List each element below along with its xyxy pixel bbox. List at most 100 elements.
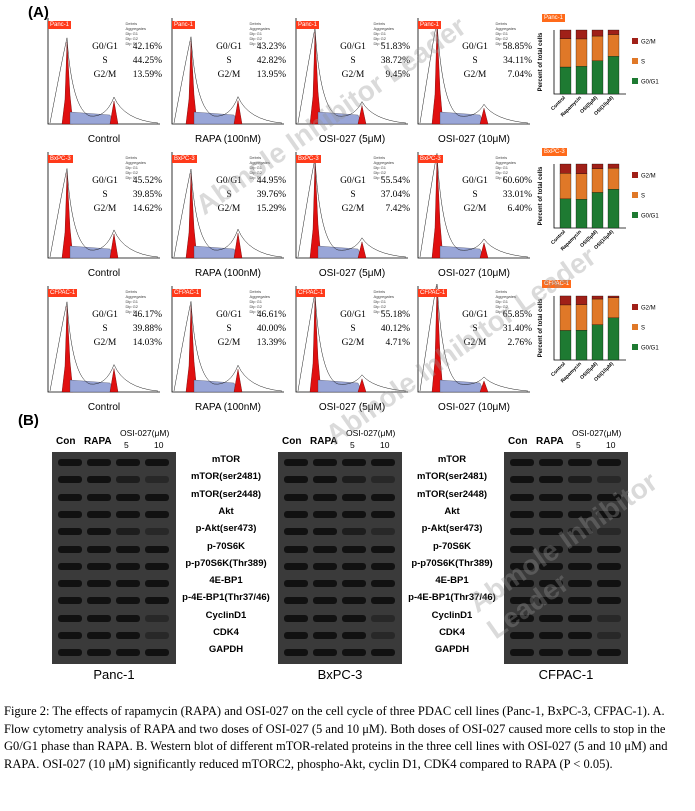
blot-band-row (504, 473, 628, 486)
phase-label: G2/M (93, 70, 117, 80)
bar-segment (575, 330, 588, 361)
phase-label: G0/G1 (92, 42, 118, 52)
bar-segment (607, 56, 620, 95)
protein-label: p-4E-BP1(Thr37/46) (182, 592, 270, 604)
protein-label: p-70S6K (432, 540, 471, 552)
lane-label-con: Con (282, 436, 302, 447)
histogram-axes (171, 152, 284, 259)
phase-value: 13.39% (256, 338, 286, 348)
legend-entry: Dip S (373, 309, 384, 314)
protein-band (568, 597, 592, 605)
protein-band (284, 528, 308, 536)
legend-entry: Dip G1 (249, 31, 262, 36)
legend-entry: Dip G1 (125, 165, 138, 170)
phase-label: S (350, 324, 356, 334)
phase-value: 45.52% (132, 176, 162, 186)
legend-label: S (641, 194, 645, 200)
protein-band (313, 562, 337, 570)
phase-value: 14.62% (132, 204, 162, 214)
g2-peak (357, 378, 367, 393)
protein-band (371, 649, 395, 657)
protein-band (87, 597, 111, 605)
g2-peak (109, 101, 119, 125)
protein-band (597, 614, 621, 622)
phase-percentages: G0/G1 43.23% S 42.82% G2/M 13.95% (212, 40, 286, 82)
phase-value: 33.01% (502, 190, 532, 200)
bar-segment (575, 304, 588, 331)
protein-band (145, 649, 169, 657)
protein-label: Akt (444, 505, 460, 517)
legend-swatch (632, 58, 638, 64)
panel-b-label: (B) (18, 412, 39, 429)
protein-band (116, 545, 140, 553)
blot-band-row (278, 508, 402, 521)
legend-entry: Dip S (495, 41, 506, 46)
histogram-curve (419, 284, 529, 392)
s-phase-region (193, 379, 239, 393)
histogram-plot (295, 18, 408, 125)
phase-label: G0/G1 (340, 42, 366, 52)
protein-band (597, 597, 621, 605)
histogram-axes (47, 18, 160, 125)
protein-band (58, 476, 82, 484)
lane-label-osi: OSI-027(μM) (572, 428, 622, 438)
blot-band-row (52, 646, 176, 659)
phase-percentages: G0/G1 44.95% S 39.76% G2/M 15.29% (212, 174, 286, 216)
histogram-legend: Debris Aggregates Dip G1 Dip G2 Dip S (126, 289, 146, 314)
legend-label: G0/G1 (641, 80, 659, 86)
protein-band (342, 649, 366, 657)
histogram-plot (171, 286, 284, 393)
phase-value: 39.88% (132, 324, 162, 334)
g2-peak (233, 369, 243, 393)
protein-band (539, 649, 563, 657)
phase-value: 55.54% (380, 176, 410, 186)
protein-band (313, 476, 337, 484)
phase-label: S (226, 190, 232, 200)
blot-band-row (278, 646, 402, 659)
phase-value: 2.76% (507, 338, 532, 348)
cell-line-tag: Panc-1 (296, 21, 320, 29)
histogram-legend: Debris Aggregates Dip G1 Dip G2 Dip S (374, 289, 394, 314)
protein-band (284, 476, 308, 484)
phase-row: S 44.25% (88, 54, 162, 68)
legend-entry: Dip S (125, 175, 136, 180)
histogram-curve (297, 158, 407, 258)
protein-band (87, 562, 111, 570)
legend-swatch (632, 212, 638, 218)
protein-label: p-70S6K (206, 540, 245, 552)
phase-label: G2/M (217, 70, 241, 80)
phase-row: G2/M 2.76% (458, 336, 532, 350)
histogram-legend: Debris Aggregates Dip G1 Dip G2 Dip S (496, 21, 516, 46)
protein-band (597, 632, 621, 639)
bar-segment (591, 324, 604, 361)
histogram-curve (49, 301, 159, 392)
protein-band (371, 545, 395, 553)
protein-label: mTOR(ser2448) (416, 488, 488, 500)
legend-entry: Debris (125, 155, 138, 160)
histogram-legend: Debris Aggregates Dip G1 Dip G2 Dip S (250, 289, 270, 314)
phase-row: G0/G1 42.16% (88, 40, 162, 54)
phase-value: 4.71% (385, 338, 410, 348)
phase-row: S 37.04% (336, 188, 410, 202)
legend-entry: Dip G1 (373, 165, 386, 170)
protein-band (87, 545, 111, 553)
legend-entry: Debris (373, 21, 386, 26)
protein-band (116, 493, 140, 501)
cell-line-tag: CFPAC-1 (48, 289, 78, 297)
bar-plot: Percent of total cellsControlRapamycinOS… (538, 163, 659, 252)
phase-label: G0/G1 (462, 176, 488, 186)
histogram-curve (419, 153, 529, 258)
blot-band-row (278, 629, 402, 642)
protein-band (342, 562, 366, 570)
bar-segment (607, 295, 620, 298)
protein-band (145, 562, 169, 570)
bar-segment (607, 163, 620, 169)
protein-band (568, 614, 592, 622)
histogram-plot (295, 152, 408, 259)
protein-band (284, 597, 308, 605)
lane-label-rapa: RAPA (536, 436, 564, 447)
s-phase-region (193, 245, 239, 259)
phase-row: G0/G1 46.17% (88, 308, 162, 322)
protein-band (568, 528, 592, 536)
